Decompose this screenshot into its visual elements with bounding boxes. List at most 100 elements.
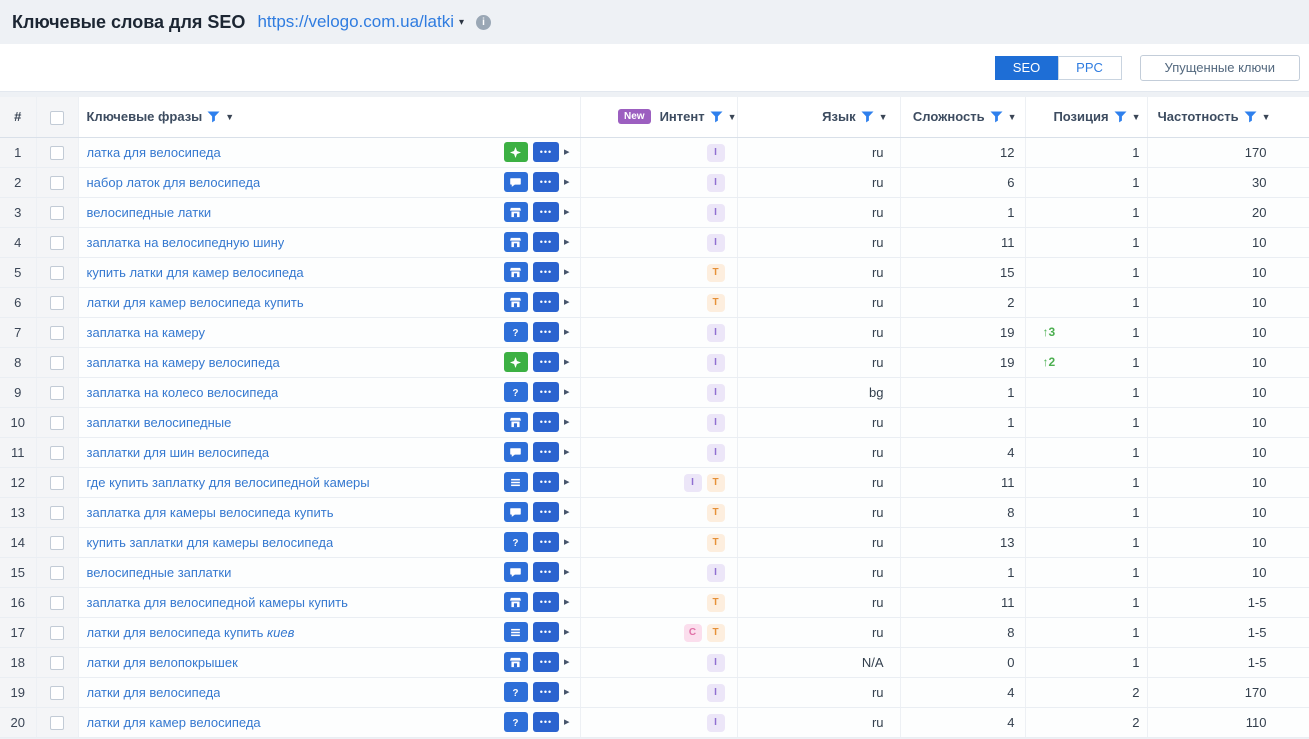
chat-icon[interactable]: [503, 502, 528, 522]
question-icon[interactable]: ?: [503, 532, 528, 552]
chat-icon[interactable]: [503, 562, 528, 582]
expand-chevron-icon[interactable]: ▸: [563, 235, 570, 248]
keyword-link[interactable]: заплатка на камеру велосипеда: [86, 354, 280, 370]
expand-chevron-icon[interactable]: ▸: [563, 715, 570, 728]
row-checkbox[interactable]: [50, 685, 64, 700]
storefront-icon[interactable]: [503, 202, 528, 222]
expand-chevron-icon[interactable]: ▸: [563, 685, 570, 698]
sort-caret-icon[interactable]: ▼: [1007, 111, 1017, 122]
storefront-icon[interactable]: [503, 592, 528, 612]
keyword-link[interactable]: латки для велосипеда: [86, 684, 221, 700]
sort-caret-icon[interactable]: ▼: [1261, 111, 1271, 122]
question-icon[interactable]: ?: [503, 322, 528, 342]
storefront-icon[interactable]: [503, 262, 528, 282]
row-checkbox[interactable]: [50, 625, 64, 640]
sort-caret-icon[interactable]: ▼: [727, 111, 737, 122]
row-actions-button[interactable]: •••: [532, 352, 559, 372]
chat-icon[interactable]: [503, 172, 528, 192]
chat-icon[interactable]: [503, 442, 528, 462]
keyword-link[interactable]: заплатка на велосипедную шину: [86, 234, 285, 250]
keyword-link[interactable]: где купить заплатку для велосипедной кам…: [86, 474, 370, 490]
expand-chevron-icon[interactable]: ▸: [563, 295, 570, 308]
expand-chevron-icon[interactable]: ▸: [563, 535, 570, 548]
row-checkbox[interactable]: [50, 295, 64, 310]
row-checkbox[interactable]: [50, 355, 64, 370]
expand-chevron-icon[interactable]: ▸: [563, 625, 570, 638]
question-icon[interactable]: ?: [503, 682, 528, 702]
storefront-icon[interactable]: [503, 292, 528, 312]
row-actions-button[interactable]: •••: [532, 172, 559, 192]
row-actions-button[interactable]: •••: [532, 262, 559, 282]
keyword-link[interactable]: велосипедные заплатки: [86, 564, 232, 580]
keyword-link[interactable]: купить заплатки для камеры велосипеда: [86, 534, 334, 550]
row-checkbox[interactable]: [50, 505, 64, 520]
storefront-icon[interactable]: [503, 232, 528, 252]
expand-chevron-icon[interactable]: ▸: [563, 595, 570, 608]
row-actions-button[interactable]: •••: [532, 472, 559, 492]
row-actions-button[interactable]: •••: [532, 292, 559, 312]
expand-chevron-icon[interactable]: ▸: [563, 415, 570, 428]
filter-icon[interactable]: [1244, 111, 1257, 123]
row-actions-button[interactable]: •••: [532, 412, 559, 432]
question-icon[interactable]: ?: [503, 382, 528, 402]
expand-chevron-icon[interactable]: ▸: [563, 475, 570, 488]
missed-keywords-button[interactable]: Упущенные ключи: [1139, 54, 1300, 81]
row-actions-button[interactable]: •••: [532, 202, 559, 222]
keyword-link[interactable]: купить латки для камер велосипеда: [86, 264, 304, 280]
filter-icon[interactable]: [710, 111, 723, 123]
domain-link[interactable]: https://velogo.com.ua/latki ▾: [257, 12, 464, 32]
keyword-link[interactable]: набор латок для велосипеда: [86, 174, 261, 190]
filter-icon[interactable]: [990, 111, 1003, 123]
row-checkbox[interactable]: [50, 265, 64, 280]
row-checkbox[interactable]: [50, 175, 64, 190]
filter-icon[interactable]: [1114, 111, 1127, 123]
row-checkbox[interactable]: [50, 655, 64, 670]
row-checkbox[interactable]: [50, 385, 64, 400]
list-icon[interactable]: [503, 472, 528, 492]
row-checkbox[interactable]: [50, 475, 64, 490]
row-actions-button[interactable]: •••: [532, 322, 559, 342]
expand-chevron-icon[interactable]: ▸: [563, 505, 570, 518]
select-all-checkbox[interactable]: [50, 110, 64, 125]
keyword-link[interactable]: заплатка на колесо велосипеда: [86, 384, 279, 400]
sort-caret-icon[interactable]: ▼: [225, 111, 235, 122]
row-actions-button[interactable]: •••: [532, 502, 559, 522]
keyword-link[interactable]: латки для камер велосипеда: [86, 714, 261, 730]
row-checkbox[interactable]: [50, 535, 64, 550]
filter-icon[interactable]: [861, 111, 874, 123]
expand-chevron-icon[interactable]: ▸: [563, 175, 570, 188]
row-actions-button[interactable]: •••: [532, 682, 559, 702]
row-checkbox[interactable]: [50, 715, 64, 730]
row-actions-button[interactable]: •••: [532, 592, 559, 612]
list-icon[interactable]: [503, 622, 528, 642]
row-actions-button[interactable]: •••: [532, 652, 559, 672]
row-actions-button[interactable]: •••: [532, 712, 559, 732]
sort-caret-icon[interactable]: ▼: [1131, 111, 1141, 122]
keyword-link[interactable]: заплатка для велосипедной камеры купить: [86, 594, 348, 610]
row-actions-button[interactable]: •••: [532, 442, 559, 462]
expand-chevron-icon[interactable]: ▸: [563, 355, 570, 368]
expand-chevron-icon[interactable]: ▸: [563, 565, 570, 578]
row-checkbox[interactable]: [50, 445, 64, 460]
expand-chevron-icon[interactable]: ▸: [563, 325, 570, 338]
row-actions-button[interactable]: •••: [532, 232, 559, 252]
expand-chevron-icon[interactable]: ▸: [563, 205, 570, 218]
question-icon[interactable]: ?: [503, 712, 528, 732]
keyword-link[interactable]: велосипедные латки: [86, 204, 212, 220]
row-checkbox[interactable]: [50, 145, 64, 160]
storefront-icon[interactable]: [503, 652, 528, 672]
row-actions-button[interactable]: •••: [532, 622, 559, 642]
seo-tab[interactable]: SEO: [994, 55, 1059, 80]
row-checkbox[interactable]: [50, 205, 64, 220]
expand-chevron-icon[interactable]: ▸: [563, 145, 570, 158]
expand-chevron-icon[interactable]: ▸: [563, 655, 570, 668]
row-checkbox[interactable]: [50, 595, 64, 610]
sparkle-icon[interactable]: [503, 142, 528, 162]
row-checkbox[interactable]: [50, 415, 64, 430]
row-checkbox[interactable]: [50, 235, 64, 250]
row-checkbox[interactable]: [50, 565, 64, 580]
sparkle-icon[interactable]: [503, 352, 528, 372]
row-actions-button[interactable]: •••: [532, 142, 559, 162]
keyword-link[interactable]: заплатки велосипедные: [86, 414, 232, 430]
keyword-link[interactable]: латка для велосипеда: [86, 144, 221, 160]
